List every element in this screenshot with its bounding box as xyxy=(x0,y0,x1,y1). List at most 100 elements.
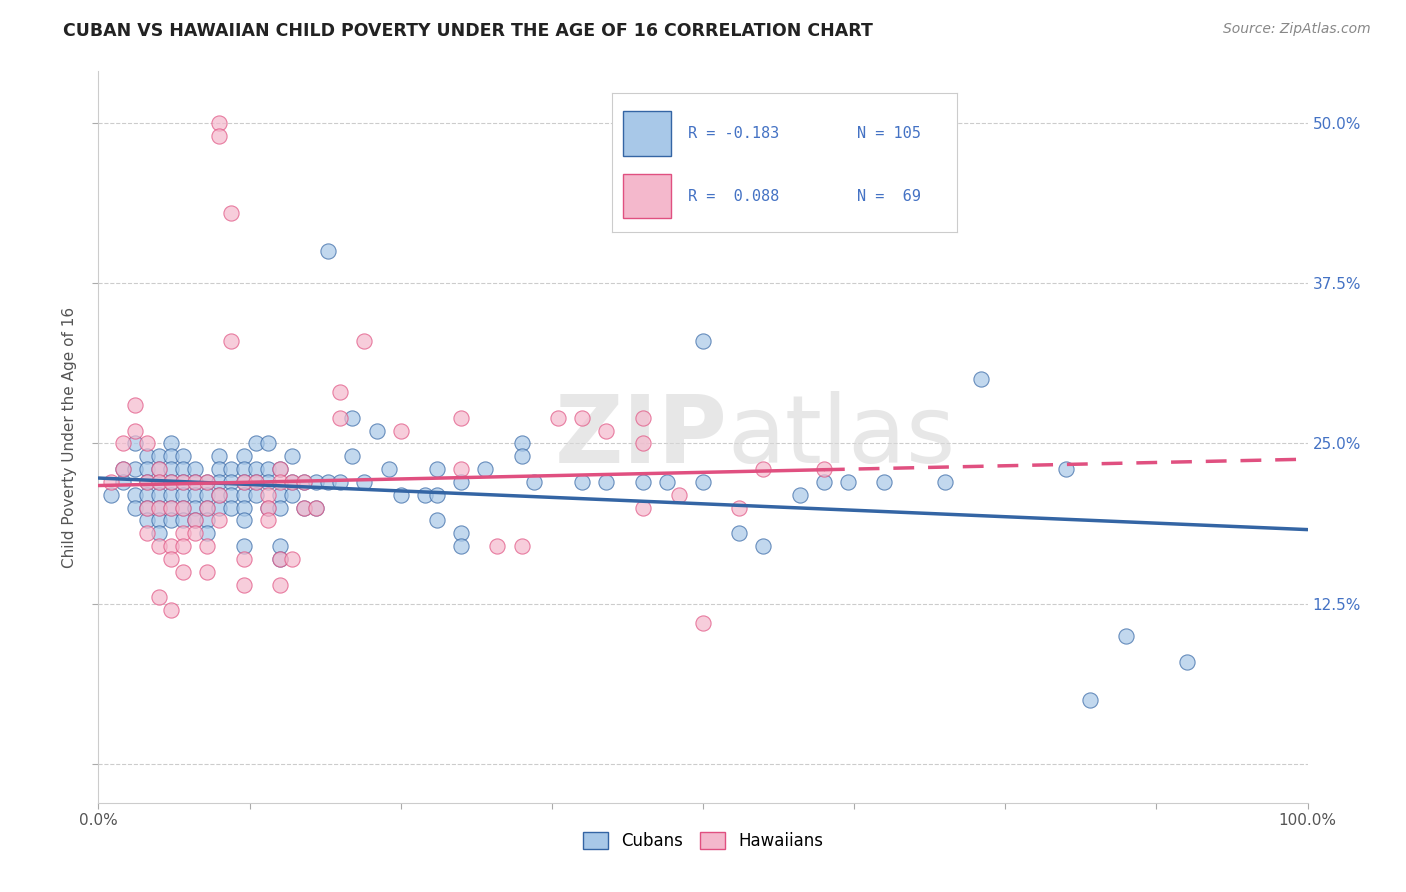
Point xyxy=(135,526,157,541)
Point xyxy=(269,475,291,489)
Point xyxy=(728,500,751,515)
Point xyxy=(221,334,243,348)
Point xyxy=(135,450,157,464)
Point xyxy=(366,424,388,438)
Point xyxy=(245,475,267,489)
Point xyxy=(124,424,146,438)
Point xyxy=(172,475,194,489)
Point xyxy=(342,410,364,425)
Point xyxy=(245,436,267,450)
Point xyxy=(970,372,993,386)
Point xyxy=(208,450,231,464)
Point xyxy=(160,552,183,566)
Point xyxy=(450,410,472,425)
Point xyxy=(269,462,291,476)
Point xyxy=(256,488,278,502)
Point xyxy=(232,475,254,489)
Point xyxy=(281,475,304,489)
Point xyxy=(111,462,134,476)
Point xyxy=(547,410,569,425)
Point xyxy=(305,500,328,515)
Point xyxy=(1175,655,1198,669)
Point xyxy=(256,500,278,515)
Point xyxy=(195,514,218,528)
Point xyxy=(221,462,243,476)
Point xyxy=(389,488,412,502)
Y-axis label: Child Poverty Under the Age of 16: Child Poverty Under the Age of 16 xyxy=(62,307,77,567)
Point xyxy=(148,475,170,489)
Point xyxy=(172,500,194,515)
Point xyxy=(1054,462,1077,476)
Point xyxy=(631,436,654,450)
Text: Source: ZipAtlas.com: Source: ZipAtlas.com xyxy=(1223,22,1371,37)
Point xyxy=(184,514,207,528)
Point xyxy=(195,526,218,541)
Point xyxy=(111,462,134,476)
Point xyxy=(160,462,183,476)
Point xyxy=(208,488,231,502)
Point xyxy=(595,424,617,438)
Point xyxy=(208,462,231,476)
Point xyxy=(195,500,218,515)
Point xyxy=(752,462,775,476)
Point xyxy=(316,244,339,258)
Text: ZIP: ZIP xyxy=(554,391,727,483)
Point xyxy=(148,526,170,541)
Point xyxy=(111,436,134,450)
Point xyxy=(269,462,291,476)
Point xyxy=(692,334,714,348)
Point xyxy=(184,475,207,489)
Point xyxy=(426,514,449,528)
Point xyxy=(232,539,254,553)
Point xyxy=(124,436,146,450)
Point xyxy=(1078,693,1101,707)
Point xyxy=(148,539,170,553)
Point xyxy=(342,450,364,464)
Point xyxy=(172,475,194,489)
Point xyxy=(450,539,472,553)
Point xyxy=(668,488,690,502)
Point xyxy=(124,500,146,515)
Point xyxy=(232,488,254,502)
Point xyxy=(873,475,896,489)
Point xyxy=(510,450,533,464)
Point xyxy=(631,475,654,489)
Point xyxy=(184,462,207,476)
Point xyxy=(100,475,122,489)
Point xyxy=(135,462,157,476)
Point xyxy=(413,488,436,502)
Point xyxy=(631,410,654,425)
Point xyxy=(195,475,218,489)
Point xyxy=(172,488,194,502)
Point xyxy=(124,398,146,412)
Point xyxy=(269,577,291,591)
Point xyxy=(184,514,207,528)
Point xyxy=(305,500,328,515)
Point xyxy=(232,500,254,515)
Point xyxy=(135,488,157,502)
Point xyxy=(184,475,207,489)
Point xyxy=(111,475,134,489)
Point xyxy=(281,475,304,489)
Point xyxy=(160,603,183,617)
Point xyxy=(208,128,231,143)
Text: CUBAN VS HAWAIIAN CHILD POVERTY UNDER THE AGE OF 16 CORRELATION CHART: CUBAN VS HAWAIIAN CHILD POVERTY UNDER TH… xyxy=(63,22,873,40)
Point xyxy=(148,500,170,515)
Point xyxy=(353,475,375,489)
Point xyxy=(1115,629,1137,643)
Point xyxy=(208,116,231,130)
Point xyxy=(232,450,254,464)
Point xyxy=(450,526,472,541)
Point xyxy=(124,488,146,502)
Point xyxy=(389,424,412,438)
Point xyxy=(184,488,207,502)
Point xyxy=(172,500,194,515)
Point xyxy=(377,462,399,476)
Point xyxy=(474,462,496,476)
Point xyxy=(329,475,352,489)
Point xyxy=(486,539,509,553)
Point xyxy=(160,514,183,528)
Point xyxy=(135,436,157,450)
Point xyxy=(221,488,243,502)
Point xyxy=(172,462,194,476)
